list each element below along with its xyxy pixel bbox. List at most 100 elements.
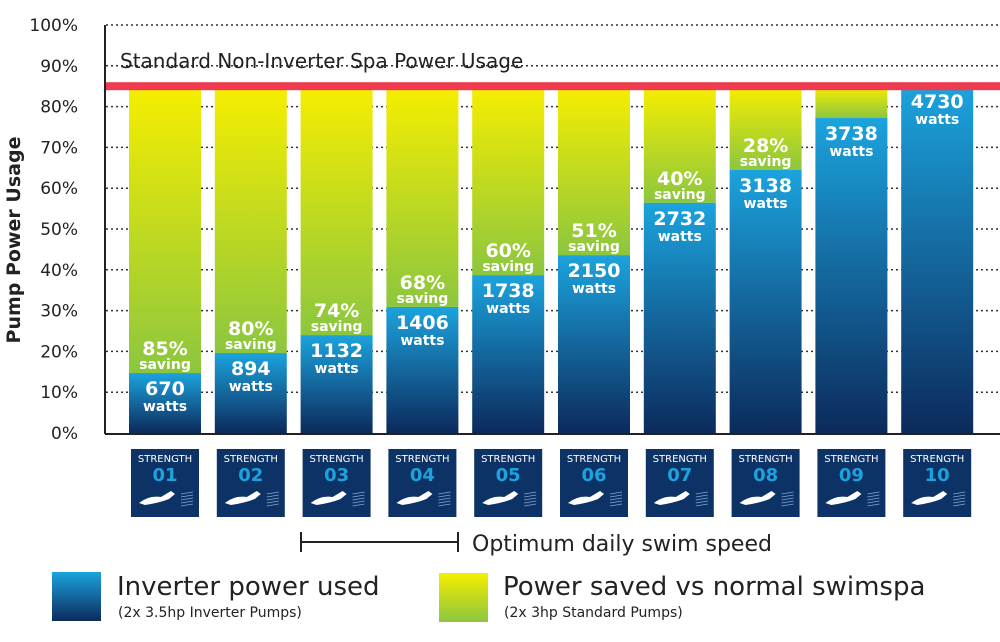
wave-icon <box>953 497 966 501</box>
inverter-bar-segment <box>901 86 974 433</box>
inverter-bar-segment <box>815 118 888 434</box>
inverter-bar-segment <box>129 373 201 433</box>
legend-label-inverter: Inverter power used <box>117 572 380 602</box>
y-tick-label: 60% <box>40 179 78 199</box>
y-axis-label: Pump Power Usage <box>3 137 25 344</box>
optimum-label: Optimum daily swim speed <box>472 532 772 557</box>
wave-icon <box>867 500 880 504</box>
inverter-bar-segment <box>214 353 287 433</box>
strength-tile-bg <box>302 449 371 517</box>
strength-label: STRENGTH <box>824 454 878 465</box>
watts-value-label: 2150 <box>568 260 621 282</box>
wave-icon <box>867 494 880 498</box>
saving-percent-label: 60% <box>485 240 530 262</box>
wave-icon <box>953 491 966 495</box>
wave-icon <box>781 491 794 495</box>
reference-line-label: Standard Non-Inverter Spa Power Usage <box>120 49 523 73</box>
inverter-bar-segment <box>386 306 459 433</box>
saving-unit-label: saving <box>225 337 277 353</box>
wave-icon <box>524 500 537 504</box>
wave-icon <box>609 500 623 504</box>
saving-unit-label: saving <box>139 357 191 373</box>
strength-number: 04 <box>410 465 435 486</box>
swimmer-icon <box>739 491 776 505</box>
strength-number: 02 <box>238 465 263 486</box>
saving-percent-label: 74% <box>314 300 359 322</box>
strength-number: 01 <box>152 465 177 486</box>
optimum-annotation: Optimum daily swim speed <box>300 532 772 557</box>
saving-unit-label: saving <box>654 187 706 203</box>
strength-label: STRENGTH <box>395 454 449 465</box>
saved-bar-segment <box>472 86 545 276</box>
wave-icon <box>438 497 451 501</box>
watts-unit-label: watts <box>486 301 530 317</box>
wave-icon <box>180 494 194 498</box>
watts-unit-label: watts <box>744 196 788 212</box>
watts-value-label: 1406 <box>396 312 449 334</box>
wave-icon <box>953 503 966 507</box>
watts-unit-label: watts <box>915 112 959 128</box>
strength-tile-bg <box>903 449 972 517</box>
wave-icon <box>609 503 623 507</box>
wave-icon <box>352 497 365 501</box>
saved-bar-segment <box>729 86 802 170</box>
wave-icon <box>180 500 194 504</box>
wave-icon <box>867 497 880 501</box>
strength-number: 06 <box>581 465 606 486</box>
strength-label: STRENGTH <box>224 454 278 465</box>
y-tick-label: 70% <box>40 138 78 158</box>
y-tick-label: 0% <box>51 424 78 444</box>
saved-bar-segment <box>386 86 459 307</box>
watts-value-label: 4730 <box>911 91 964 113</box>
swimmer-icon <box>482 491 519 505</box>
watts-value-label: 3138 <box>739 175 792 197</box>
inverter-bar-segment <box>472 275 545 433</box>
swimmer-icon <box>911 491 948 505</box>
legend: Inverter power used (2x 3.5hp Inverter P… <box>52 572 925 622</box>
y-tick-label: 20% <box>40 342 78 362</box>
strength-tile-bg <box>817 449 886 517</box>
saved-bar-segment <box>558 86 630 256</box>
y-tick-label: 50% <box>40 220 78 240</box>
wave-icon <box>438 491 451 495</box>
saving-unit-label: saving <box>482 259 534 275</box>
strength-tile-bg <box>560 449 628 517</box>
wave-icon <box>180 491 194 495</box>
reference-line <box>106 82 1000 91</box>
legend-swatch-inverter <box>52 572 101 621</box>
wave-icon <box>609 491 623 495</box>
watts-value-label: 670 <box>145 378 185 400</box>
saving-unit-label: saving <box>568 239 620 255</box>
saving-unit-label: saving <box>311 319 363 335</box>
strength-number: 05 <box>496 465 521 486</box>
wave-icon <box>352 494 365 498</box>
wave-icon <box>524 503 537 507</box>
saved-bar-segment <box>129 86 201 374</box>
strength-tile-bg <box>474 449 543 517</box>
wave-icon <box>352 503 365 507</box>
saving-percent-label: 80% <box>228 318 273 340</box>
watts-value-label: 1132 <box>310 340 363 362</box>
wave-icon <box>695 497 708 501</box>
y-tick-label: 30% <box>40 302 78 322</box>
saved-bar-segment <box>214 86 287 354</box>
wave-icon <box>781 500 794 504</box>
swimmer-icon <box>139 491 175 505</box>
inverter-bar-segment <box>729 169 802 433</box>
y-tick-label: 40% <box>40 261 78 281</box>
strength-number: 03 <box>324 465 349 486</box>
y-tick-label: 90% <box>40 57 78 77</box>
wave-icon <box>695 494 708 498</box>
wave-icon <box>953 494 966 498</box>
swimmer-icon <box>568 491 604 505</box>
wave-icon <box>266 494 279 498</box>
swimmer-icon <box>825 491 862 505</box>
swimmer-icon <box>224 491 261 505</box>
wave-icon <box>180 503 194 507</box>
y-tick-label: 100% <box>29 16 78 36</box>
strength-label: STRENGTH <box>910 454 964 465</box>
